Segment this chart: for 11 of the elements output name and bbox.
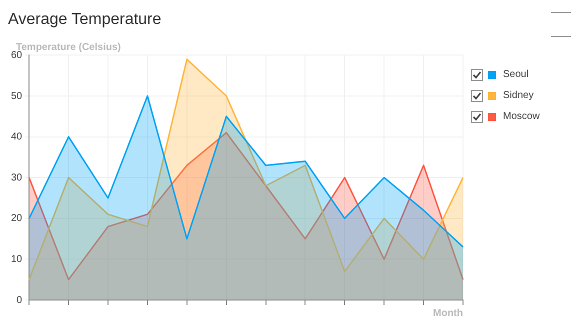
legend-label: Seoul [503,69,529,80]
legend-label: Moscow [503,111,540,122]
x-axis-title: Month [433,308,463,319]
chart-title: Average Temperature [8,11,162,28]
y-tick-label: 30 [11,172,23,184]
y-tick-label: 50 [11,90,23,102]
y-tick-label: 40 [11,132,23,143]
y-tick-label: 0 [16,294,23,306]
y-tick-label: 10 [11,254,23,265]
y-tick-label: 20 [11,213,23,224]
legend-label: Sidney [503,90,534,101]
